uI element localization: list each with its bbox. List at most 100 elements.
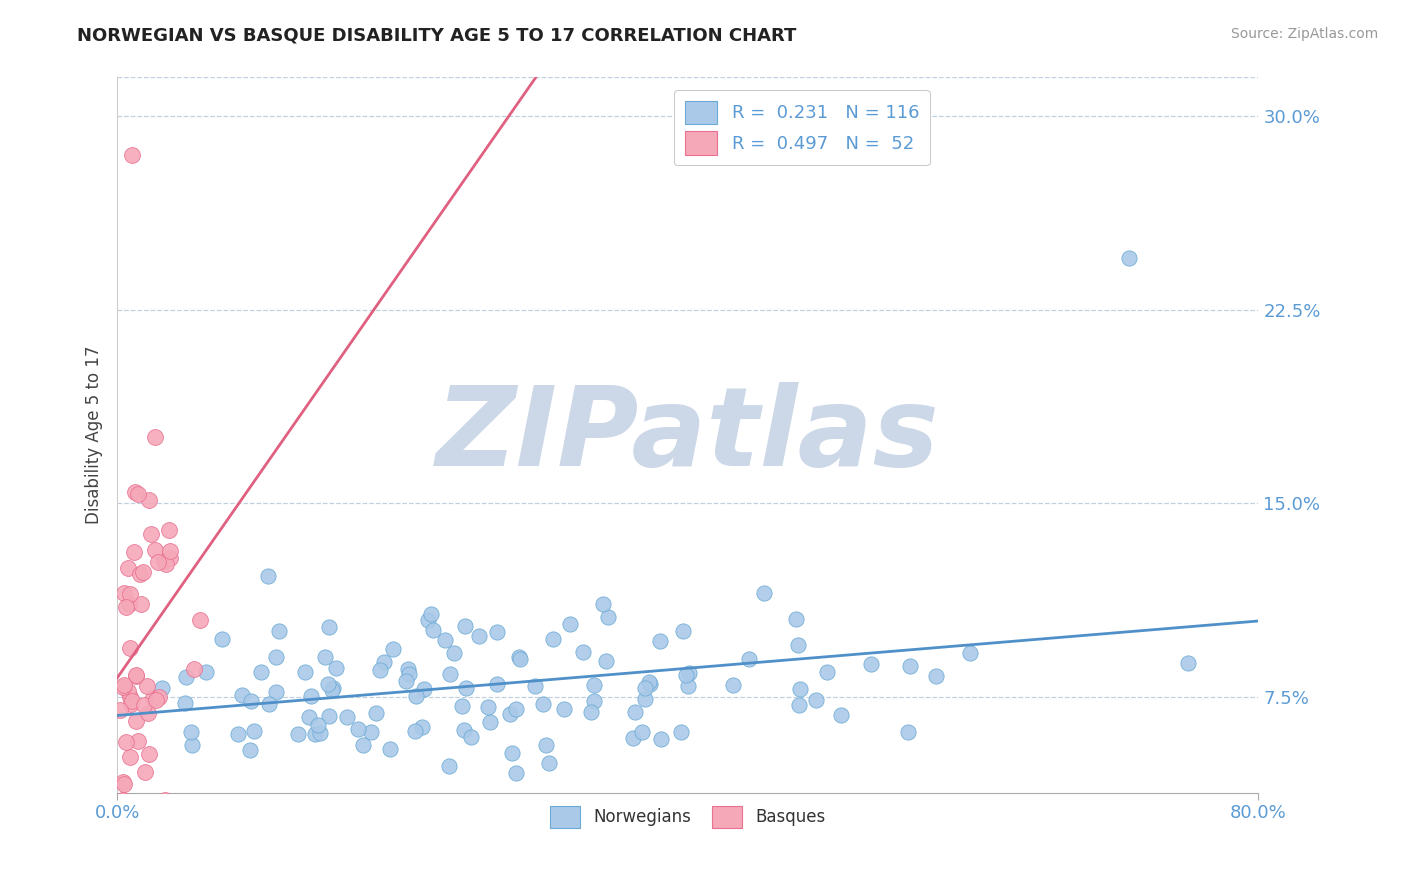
Point <box>148 690 170 704</box>
Point <box>454 619 477 633</box>
Point <box>416 613 439 627</box>
Point <box>433 632 456 647</box>
Y-axis label: Disability Age 5 to 17: Disability Age 5 to 17 <box>86 346 103 524</box>
Point <box>595 654 617 668</box>
Point <box>638 676 661 690</box>
Point <box>134 764 156 779</box>
Point <box>405 689 427 703</box>
Point <box>336 710 359 724</box>
Point <box>143 429 166 443</box>
Point <box>451 698 474 713</box>
Point <box>176 670 198 684</box>
Point <box>139 527 162 541</box>
Point <box>211 632 233 646</box>
Point <box>287 727 309 741</box>
Point <box>531 697 554 711</box>
Point <box>571 645 593 659</box>
Point <box>181 739 204 753</box>
Point <box>366 706 388 720</box>
Point <box>316 677 339 691</box>
Point <box>125 667 148 681</box>
Point <box>411 720 433 734</box>
Point <box>318 708 340 723</box>
Point <box>560 617 582 632</box>
Point <box>150 681 173 696</box>
Point <box>437 759 460 773</box>
Point <box>624 705 647 719</box>
Point <box>1118 251 1140 265</box>
Point <box>486 677 509 691</box>
Point <box>307 718 329 732</box>
Point <box>159 550 181 565</box>
Point <box>579 705 602 719</box>
Point <box>396 662 419 676</box>
Point <box>479 714 502 729</box>
Point <box>267 624 290 639</box>
Point <box>485 625 508 640</box>
Point <box>373 656 395 670</box>
Point <box>118 597 141 611</box>
Point <box>477 700 499 714</box>
Text: ZIPatlas: ZIPatlas <box>436 382 939 489</box>
Point <box>174 697 197 711</box>
Point <box>859 657 882 671</box>
Point <box>499 706 522 721</box>
Text: NORWEGIAN VS BASQUE DISABILITY AGE 5 TO 17 CORRELATION CHART: NORWEGIAN VS BASQUE DISABILITY AGE 5 TO … <box>77 27 797 45</box>
Point <box>112 793 135 807</box>
Point <box>231 688 253 702</box>
Point <box>789 681 811 696</box>
Point <box>146 555 169 569</box>
Point <box>118 587 141 601</box>
Point <box>118 690 141 704</box>
Point <box>633 681 655 695</box>
Point <box>256 569 278 583</box>
Point <box>382 641 405 656</box>
Point <box>138 747 160 762</box>
Point <box>112 586 135 600</box>
Point <box>136 706 159 721</box>
Point <box>145 692 167 706</box>
Point <box>264 685 287 699</box>
Point <box>583 678 606 692</box>
Point <box>121 148 143 162</box>
Point <box>117 561 139 575</box>
Point <box>541 632 564 647</box>
Point <box>675 667 697 681</box>
Point <box>240 694 263 708</box>
Point <box>304 727 326 741</box>
Point <box>672 624 695 638</box>
Point <box>138 492 160 507</box>
Point <box>898 659 921 673</box>
Point <box>592 597 614 611</box>
Point <box>183 662 205 676</box>
Point <box>129 597 152 611</box>
Point <box>538 756 561 770</box>
Point <box>239 743 262 757</box>
Point <box>959 646 981 660</box>
Point <box>122 544 145 558</box>
Point <box>360 725 382 739</box>
Point <box>419 607 441 621</box>
Legend: Norwegians, Basques: Norwegians, Basques <box>544 799 832 834</box>
Point <box>897 725 920 739</box>
Point <box>352 739 374 753</box>
Point <box>264 650 287 665</box>
Point <box>505 766 527 780</box>
Point <box>145 543 167 558</box>
Point <box>395 674 418 689</box>
Point <box>299 689 322 703</box>
Point <box>314 650 336 665</box>
Point <box>347 722 370 736</box>
Point <box>787 638 810 652</box>
Point <box>534 738 557 752</box>
Point <box>468 629 491 643</box>
Point <box>412 681 434 696</box>
Point <box>443 646 465 660</box>
Point <box>112 793 135 807</box>
Point <box>508 649 530 664</box>
Point <box>114 735 136 749</box>
Point <box>120 641 142 656</box>
Point <box>127 734 149 748</box>
Point <box>188 613 211 627</box>
Point <box>294 665 316 679</box>
